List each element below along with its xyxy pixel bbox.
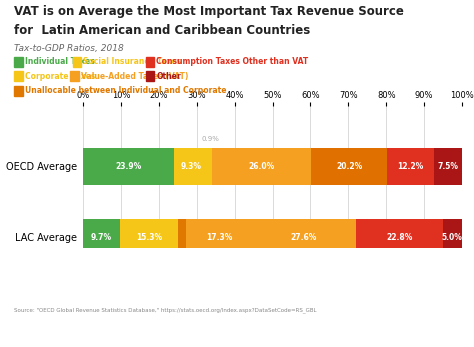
Bar <box>209 148 212 185</box>
Text: Social Insurance Taxes: Social Insurance Taxes <box>83 57 181 66</box>
Bar <box>387 148 434 185</box>
Text: 22.8%: 22.8% <box>386 233 413 242</box>
Text: Source: "OECD Global Revenue Statistics Database," https://stats.oecd.org/Index.: Source: "OECD Global Revenue Statistics … <box>14 307 317 313</box>
Bar <box>311 148 387 185</box>
Text: Value-Added Taxes (VAT): Value-Added Taxes (VAT) <box>81 72 188 81</box>
Bar <box>173 148 209 185</box>
Text: 0.9%: 0.9% <box>201 136 219 142</box>
Text: @TaxFoundation: @TaxFoundation <box>388 328 462 337</box>
Text: 9.7%: 9.7% <box>91 233 112 242</box>
Text: 23.9%: 23.9% <box>115 162 141 171</box>
Bar <box>443 219 462 256</box>
Bar <box>252 219 356 256</box>
Text: 20.2%: 20.2% <box>336 162 362 171</box>
Text: Unallocable between Individual and Corporate: Unallocable between Individual and Corpo… <box>25 86 226 95</box>
Bar <box>83 219 120 256</box>
Bar <box>186 219 252 256</box>
Bar <box>212 148 311 185</box>
Text: Consumption Taxes Other than VAT: Consumption Taxes Other than VAT <box>156 57 309 66</box>
Text: Other: Other <box>156 72 181 81</box>
Bar <box>83 148 173 185</box>
Text: 26.0%: 26.0% <box>248 162 274 171</box>
Text: Corporate Taxes: Corporate Taxes <box>25 72 95 81</box>
Text: 5.0%: 5.0% <box>442 233 463 242</box>
Text: 27.6%: 27.6% <box>291 233 317 242</box>
Text: TAX FOUNDATION: TAX FOUNDATION <box>12 326 129 339</box>
Text: VAT is on Average the Most Important Tax Revenue Source: VAT is on Average the Most Important Tax… <box>14 5 404 18</box>
Text: 9.3%: 9.3% <box>181 162 202 171</box>
Text: 15.3%: 15.3% <box>136 233 162 242</box>
Text: 17.3%: 17.3% <box>206 233 232 242</box>
Text: 7.5%: 7.5% <box>438 162 458 171</box>
Bar <box>120 219 178 256</box>
Bar <box>178 219 186 256</box>
Text: Tax-to-GDP Ratios, 2018: Tax-to-GDP Ratios, 2018 <box>14 44 124 53</box>
Text: for  Latin American and Caribbean Countries: for Latin American and Caribbean Countri… <box>14 24 310 37</box>
Text: Individual Taxes: Individual Taxes <box>25 57 94 66</box>
Text: 12.2%: 12.2% <box>398 162 424 171</box>
Bar <box>434 148 462 185</box>
Bar <box>356 219 443 256</box>
